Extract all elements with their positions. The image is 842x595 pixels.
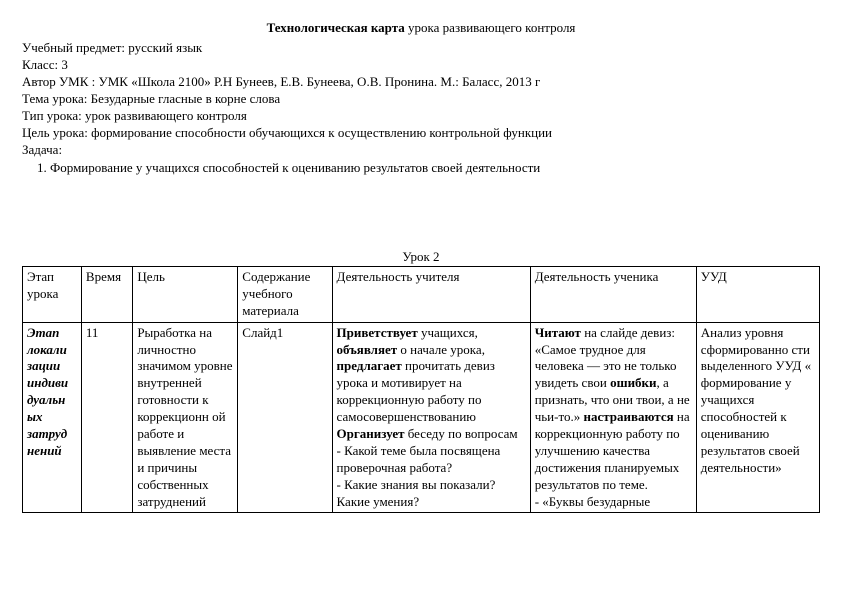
cell-time: 11 (81, 322, 132, 513)
cell-stage: Этап локали зации индиви дуальн ых затру… (23, 322, 82, 513)
lesson-caption: Урок 2 (22, 249, 820, 265)
cell-student: Читают на слайде девиз: «Самое трудное д… (530, 322, 696, 513)
task-label: Задача: (22, 142, 820, 158)
cell-teacher: Приветствует учащихся, объявляет о начал… (332, 322, 530, 513)
teacher-paragraph: Организует беседу по вопросам (337, 426, 526, 443)
grade-line: Класс: 3 (22, 57, 820, 73)
col-time: Время (81, 267, 132, 323)
col-stage: Этап урока (23, 267, 82, 323)
task-list: Формирование у учащихся способностей к о… (22, 160, 820, 176)
student-paragraph: - «Буквы безударные (535, 494, 692, 511)
cell-uud: Анализ уровня сформированно сти выделенн… (696, 322, 819, 513)
teacher-paragraph: Приветствует учащихся, объявляет о начал… (337, 325, 526, 426)
task-item: Формирование у учащихся способностей к о… (50, 160, 820, 176)
cell-goal: Рыработка на личностно значимом уровне в… (133, 322, 238, 513)
col-content: Содержание учебного материала (238, 267, 332, 323)
subject-line: Учебный предмет: русский язык (22, 40, 820, 56)
table-header-row: Этап урока Время Цель Содержание учебног… (23, 267, 820, 323)
table-row: Этап локали зации индиви дуальн ых затру… (23, 322, 820, 513)
cell-content: Слайд1 (238, 322, 332, 513)
teacher-question: - Какой теме была посвящена проверочная … (337, 443, 526, 477)
col-student: Деятельность ученика (530, 267, 696, 323)
student-paragraph: Читают на слайде девиз: «Самое трудное д… (535, 325, 692, 494)
col-teacher: Деятельность учителя (332, 267, 530, 323)
title-rest: урока развивающего контроля (405, 20, 576, 35)
page-title: Технологическая карта урока развивающего… (22, 20, 820, 36)
lesson-table: Этап урока Время Цель Содержание учебног… (22, 266, 820, 513)
stage-text: Этап локали зации индиви дуальн ых затру… (27, 325, 68, 458)
teacher-question: - Какие знания вы показали? Какие умения… (337, 477, 526, 511)
col-goal: Цель (133, 267, 238, 323)
topic-line: Тема урока: Безударные гласные в корне с… (22, 91, 820, 107)
type-line: Тип урока: урок развивающего контроля (22, 108, 820, 124)
col-uud: УУД (696, 267, 819, 323)
goal-line: Цель урока: формирование способности обу… (22, 125, 820, 141)
spacer (22, 177, 820, 249)
author-line: Автор УМК : УМК «Школа 2100» Р.Н Бунеев,… (22, 74, 820, 90)
title-bold: Технологическая карта (267, 20, 405, 35)
